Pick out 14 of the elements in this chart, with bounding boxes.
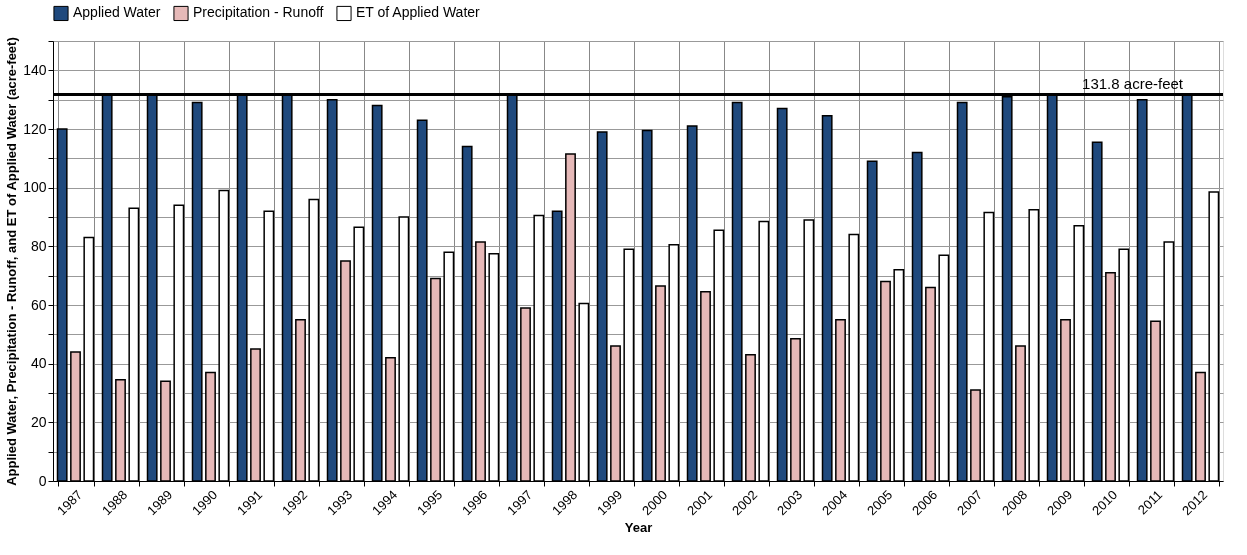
y-tick-label: 120 — [23, 120, 47, 137]
legend-label: Applied Water — [73, 4, 161, 21]
legend-label: ET of Applied Water — [356, 4, 481, 21]
y-tick-label: 0 — [38, 472, 47, 489]
ref-line-label: 131.8 acre-feet — [1082, 75, 1184, 93]
y-tick-label: 100 — [23, 179, 47, 196]
y-tick-label: 140 — [23, 61, 47, 78]
y-tick-label: 20 — [30, 413, 47, 430]
y-tick-label: 60 — [30, 296, 47, 313]
y-tick-label: 40 — [30, 355, 47, 372]
y-axis-title: Applied Water, Precipitation - Runoff, and ET of Applied Water (acre-feet) — [4, 37, 20, 486]
legend-label: Precipitation - Runoff — [193, 4, 324, 21]
x-axis-title: Year — [624, 520, 653, 536]
y-tick-label: 80 — [30, 237, 47, 254]
